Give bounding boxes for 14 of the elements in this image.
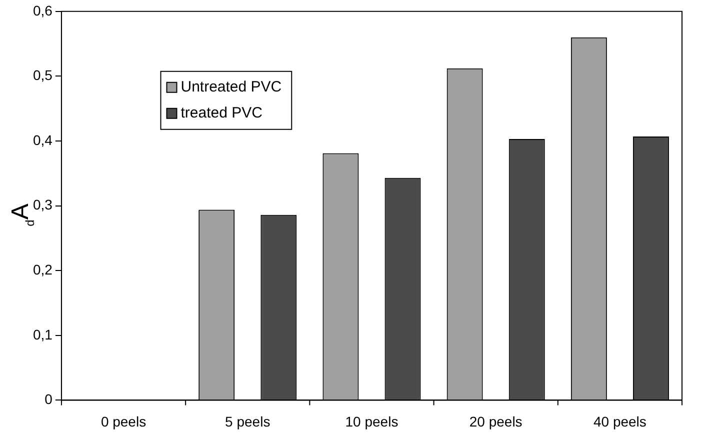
y-tick-label: 0,1 xyxy=(32,326,53,342)
y-tick-label: 0 xyxy=(44,391,53,408)
legend-label: treated PVC xyxy=(180,104,263,122)
y-tick-label: 0,3 xyxy=(32,196,53,213)
x-tick-label: 0 peels xyxy=(100,413,146,430)
x-tick-label: 20 peels xyxy=(469,413,522,430)
legend-label: Untreated PVC xyxy=(180,78,282,96)
y-tick-label: 0,6 xyxy=(32,2,53,18)
x-tick-label: 5 peels xyxy=(225,413,270,430)
y-tick-label: 0,5 xyxy=(32,67,53,84)
y-tick-label: 0,2 xyxy=(32,261,53,278)
y-tick-label: 0,4 xyxy=(32,132,53,148)
x-tick-label: 10 peels xyxy=(345,413,398,430)
x-tick-label: 40 peels xyxy=(593,413,646,430)
